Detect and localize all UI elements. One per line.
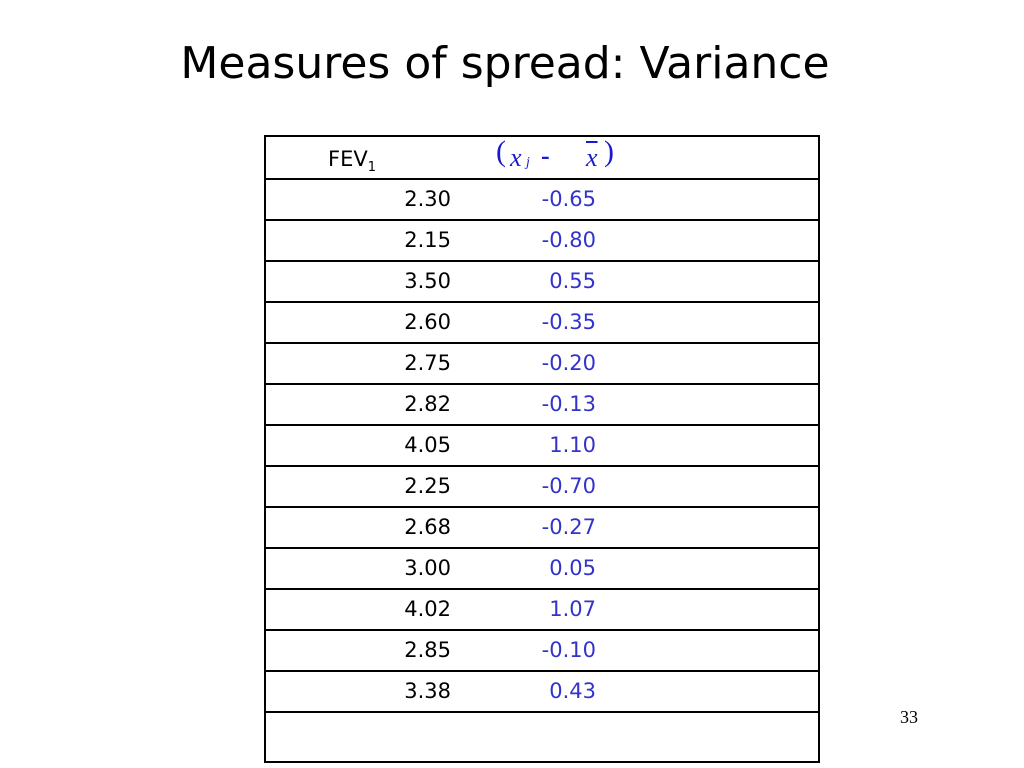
cell: 0.55	[549, 269, 596, 293]
row-border	[266, 342, 818, 344]
cell: 4.05	[404, 433, 451, 457]
cell: 2.60	[404, 310, 451, 334]
header-text: FEV	[328, 147, 368, 171]
cell: 2.82	[404, 392, 451, 416]
cell: -0.13	[541, 392, 596, 416]
row-border	[266, 588, 818, 590]
mean: x	[586, 143, 598, 172]
header-cell: FEV1	[328, 147, 376, 175]
cell: 2.25	[404, 474, 451, 498]
cell: 2.30	[404, 187, 451, 211]
row-border	[266, 670, 818, 672]
row-border	[266, 629, 818, 631]
page-number: 33	[900, 707, 918, 727]
cell: 3.00	[404, 556, 451, 580]
formula: ( x j - x )	[496, 135, 636, 177]
row-border	[266, 301, 818, 303]
paren: (	[496, 135, 506, 168]
cell: -0.35	[541, 310, 596, 334]
cell: 3.50	[404, 269, 451, 293]
row-border	[266, 178, 818, 180]
cell: 3.38	[404, 679, 451, 703]
cell: -0.10	[541, 638, 596, 662]
cell: -0.80	[541, 228, 596, 252]
cell: 2.68	[404, 515, 451, 539]
subscript: j	[526, 155, 530, 170]
table: FEV1 ( x j - x ) 2.30 -0.65 2.15 -0.80 3.50 0…	[264, 135, 820, 763]
slide-title: Measures of spread: Variance	[180, 38, 830, 89]
cell: 2.85	[404, 638, 451, 662]
row-border	[266, 219, 818, 221]
header-subscript: 1	[367, 160, 376, 176]
minus: -	[541, 141, 550, 170]
cell: -0.65	[541, 187, 596, 211]
cell: 4.02	[404, 597, 451, 621]
row-border	[266, 424, 818, 426]
paren: )	[604, 135, 614, 168]
row-border	[266, 383, 818, 385]
cell: 0.43	[549, 679, 596, 703]
row-border	[266, 465, 818, 467]
cell: -0.27	[541, 515, 596, 539]
row-border	[266, 260, 818, 262]
variable: x	[510, 143, 522, 172]
cell: 0.05	[549, 556, 596, 580]
cell: 1.07	[549, 597, 596, 621]
cell: 2.75	[404, 351, 451, 375]
row-border	[266, 711, 818, 713]
cell: 1.10	[549, 433, 596, 457]
cell: -0.70	[541, 474, 596, 498]
row-border	[266, 547, 818, 549]
cell: -0.20	[541, 351, 596, 375]
cell: 2.15	[404, 228, 451, 252]
row-border	[266, 506, 818, 508]
